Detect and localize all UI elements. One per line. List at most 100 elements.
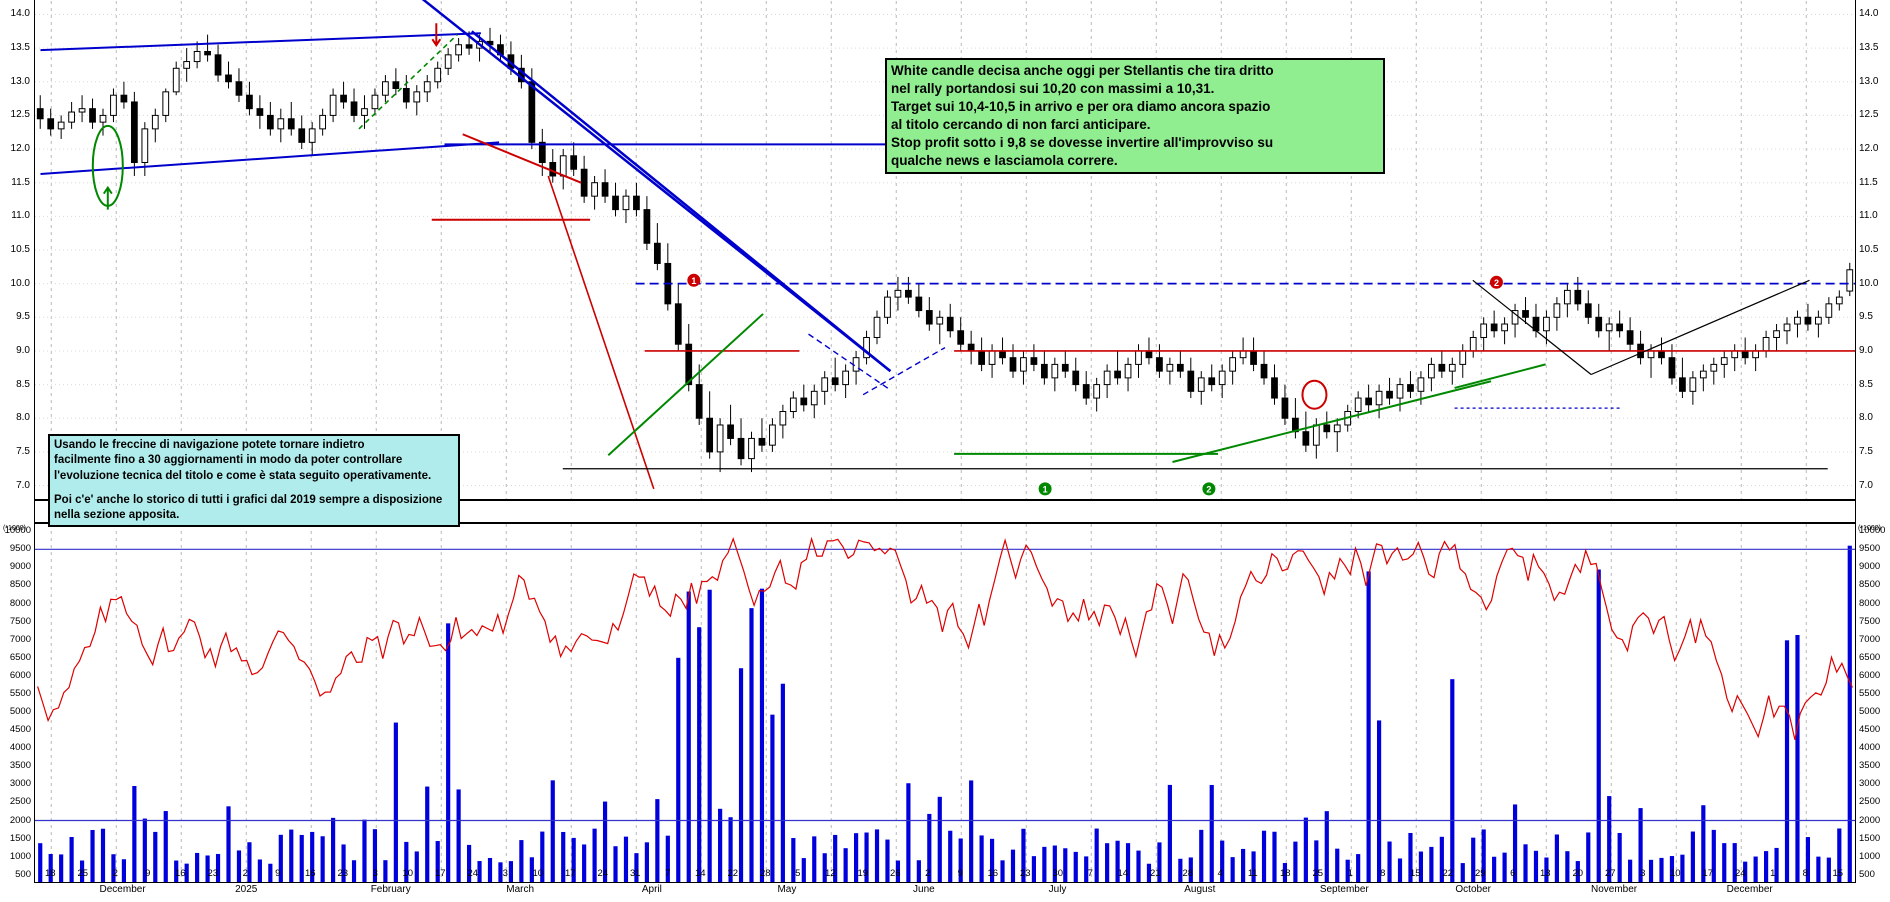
day-tick-label: 18 [1279, 868, 1291, 879]
day-tick-label: 11 [1247, 868, 1258, 879]
candle-body [988, 350, 996, 365]
day-tick-label: 7 [665, 868, 671, 879]
day-tick-label: 2 [112, 868, 118, 879]
candle-body [685, 343, 693, 386]
volume-tick-label: 9000 [1859, 561, 1881, 573]
volume-bar [1711, 829, 1716, 882]
price-tick-label: 9.0 [16, 344, 30, 356]
candle-body [1731, 350, 1739, 359]
candle-body [925, 310, 933, 325]
volume-bar [1094, 828, 1099, 882]
volume-bar [1251, 851, 1256, 882]
volume-bar [519, 840, 524, 882]
candle-body [1846, 269, 1854, 292]
candle-body [957, 330, 965, 345]
volume-bar [1031, 856, 1036, 882]
volume-bar [1188, 857, 1193, 882]
candle-body [1752, 350, 1760, 359]
volume-bar [1408, 832, 1413, 882]
volume-tick-label: 2000 [9, 814, 31, 826]
candle-body [444, 54, 452, 69]
red-down-arrow [431, 23, 442, 48]
candle-body [1522, 310, 1529, 318]
candle-body [130, 101, 138, 164]
candle-body [1647, 350, 1655, 359]
note-line: Poi c'e' anche lo storico di tutti i gra… [54, 493, 443, 506]
volume-bar [1178, 858, 1183, 882]
volume-bar [1638, 808, 1643, 882]
candle-body [999, 350, 1006, 359]
volume-bar [1648, 859, 1654, 882]
volume-bar [393, 722, 398, 882]
volume-bar [268, 863, 273, 882]
price-tick-label: 9.0 [1859, 344, 1873, 356]
candle-body [1354, 397, 1362, 413]
volume-tick-label: 8000 [9, 597, 31, 609]
volume-bar [69, 836, 74, 882]
candle-body [1438, 363, 1446, 372]
volume-tick-label: 7000 [1859, 633, 1881, 645]
volume-bar [1303, 817, 1308, 882]
candle-body [319, 114, 327, 130]
volume-bar [1230, 857, 1235, 882]
candle-body [1480, 323, 1488, 338]
annotation-marker [1489, 275, 1503, 289]
volume-bar [623, 836, 629, 882]
volume-bar [1157, 842, 1162, 882]
volume-bar [1753, 856, 1758, 882]
note-line: Stop profit sotto i 9,8 se dovesse inver… [891, 134, 1274, 150]
candle-body [361, 108, 368, 116]
candle-body [1271, 377, 1278, 399]
volume-bar [1209, 784, 1214, 882]
volume-bar [79, 860, 85, 882]
volume-bar [163, 811, 168, 882]
day-tick-label: 3 [502, 868, 508, 879]
candle-body [246, 94, 253, 110]
day-tick-label: 10 [1669, 868, 1681, 879]
volume-bar [979, 835, 984, 882]
volume-bar [1847, 545, 1852, 882]
price-tick-label: 12.5 [1859, 109, 1879, 121]
volume-bar [1314, 840, 1319, 882]
candle-body [1061, 363, 1069, 372]
price-tick-label: 13.5 [1859, 42, 1879, 54]
candle-body [789, 397, 797, 413]
candle-body [978, 350, 985, 365]
volume-bar [1366, 571, 1371, 882]
volume-bar [1241, 848, 1246, 882]
volume-bar [278, 834, 283, 882]
volume-bar [948, 830, 953, 882]
candle-body [1156, 357, 1163, 372]
volume-bar [1523, 844, 1528, 882]
candle-body [1773, 330, 1780, 338]
candle-body [329, 94, 337, 116]
volume-tick-label: 2000 [1859, 814, 1881, 826]
candle-body [863, 336, 870, 359]
volume-bar [571, 837, 576, 882]
candle-body [1208, 377, 1216, 386]
volume-tick-label: 7500 [9, 615, 31, 627]
candle-body [256, 108, 264, 116]
volume-bar [1272, 831, 1277, 882]
candle-body [1386, 390, 1393, 399]
candle-body [162, 91, 170, 116]
volume-bar [1533, 850, 1539, 882]
volume-bar [1680, 854, 1685, 882]
volume-bar [582, 844, 587, 882]
day-tick-label: 23 [337, 868, 349, 879]
candle-body [1040, 363, 1048, 379]
day-tick-label: 19 [857, 868, 869, 879]
trendline-main-blue-downtrend [421, 0, 892, 373]
volume-tick-label: 8500 [9, 579, 31, 591]
volume-bar [487, 857, 493, 882]
candle-body [57, 121, 65, 130]
volume-bar [854, 833, 859, 882]
volume-bar [1607, 796, 1612, 882]
candle-body [570, 155, 578, 170]
volume-bar [351, 860, 357, 882]
volume-tick-label: 10000 [4, 525, 31, 537]
volume-bar [1816, 856, 1821, 882]
volume-bar [1167, 784, 1172, 882]
trendline-green-rising-2 [1172, 380, 1492, 463]
volume-bar [100, 828, 106, 882]
